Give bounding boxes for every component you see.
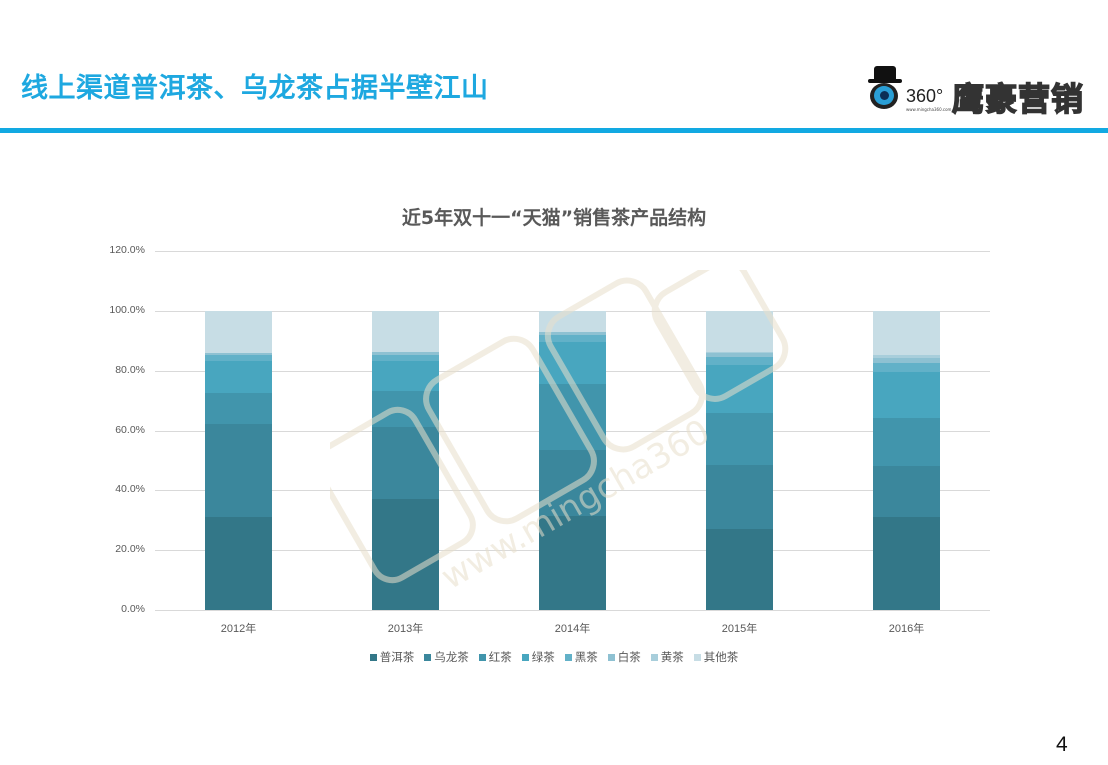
bar-segment-黑茶[interactable] <box>539 334 606 342</box>
gridline <box>155 251 990 252</box>
bar-segment-红茶[interactable] <box>873 417 940 466</box>
x-tick-label: 2013年 <box>387 623 424 635</box>
bar-2012年[interactable] <box>205 310 272 610</box>
legend-item[interactable]: 红茶 <box>478 649 512 665</box>
bar-segment-红茶[interactable] <box>706 413 773 465</box>
y-tick-label: 0.0% <box>121 603 145 615</box>
chart-plot-area <box>155 251 990 611</box>
legend-label: 绿茶 <box>531 650 555 664</box>
bar-segment-乌龙茶[interactable] <box>372 426 439 500</box>
chart-legend: 普洱茶 乌龙茶 红茶 绿茶 黑茶 白茶 黄茶 其他茶 <box>0 649 1108 665</box>
eye-pupil-icon <box>880 91 889 100</box>
legend-swatch-icon <box>693 653 701 661</box>
page-number: 4 <box>1056 733 1068 756</box>
legend-label: 乌龙茶 <box>434 650 469 664</box>
legend-swatch-icon <box>478 653 486 661</box>
x-tick-label: 2016年 <box>888 623 925 635</box>
bar-segment-其他茶[interactable] <box>372 310 439 353</box>
bar-segment-普洱茶[interactable] <box>873 516 940 610</box>
gridline <box>155 610 990 611</box>
bar-segment-绿茶[interactable] <box>372 360 439 392</box>
bar-segment-黑茶[interactable] <box>706 357 773 366</box>
legend-label: 黄茶 <box>660 650 684 664</box>
logo-url: www.mingcha360.com <box>906 107 952 112</box>
bar-segment-乌龙茶[interactable] <box>873 465 940 517</box>
bar-2013年[interactable] <box>372 310 439 610</box>
bar-segment-白茶[interactable] <box>873 358 940 363</box>
x-tick-label: 2014年 <box>554 623 591 635</box>
y-tick-label: 40.0% <box>115 483 145 496</box>
bar-segment-黑茶[interactable] <box>372 354 439 361</box>
legend-label: 红茶 <box>488 650 512 664</box>
bar-segment-白茶[interactable] <box>372 352 439 355</box>
legend-swatch-icon <box>650 653 658 661</box>
bar-2016年[interactable] <box>873 310 940 610</box>
y-tick-label: 80.0% <box>115 363 145 376</box>
bar-segment-绿茶[interactable] <box>873 371 940 418</box>
legend-label: 其他茶 <box>703 650 739 664</box>
legend-item[interactable]: 乌龙茶 <box>424 649 469 665</box>
bar-segment-黄茶[interactable] <box>873 354 940 359</box>
bar-segment-乌龙茶[interactable] <box>706 464 773 529</box>
legend-item[interactable]: 黄茶 <box>650 649 684 665</box>
bar-segment-绿茶[interactable] <box>539 341 606 384</box>
bar-segment-其他茶[interactable] <box>873 310 940 355</box>
legend-label: 白茶 <box>617 650 641 664</box>
bar-segment-普洱茶[interactable] <box>205 516 272 610</box>
legend-swatch-icon <box>369 653 377 661</box>
bar-segment-绿茶[interactable] <box>706 365 773 414</box>
y-tick-label: 60.0% <box>115 423 145 436</box>
y-tick-label: 100.0% <box>109 303 145 316</box>
legend-item[interactable]: 普洱茶 <box>369 649 415 665</box>
bar-2015年[interactable] <box>706 310 773 610</box>
legend-swatch-icon <box>607 653 615 661</box>
brand-logo: 360° www.mingcha360.com 鹰豪营销 <box>866 66 1098 119</box>
legend-swatch-icon <box>424 653 432 661</box>
bar-segment-乌龙茶[interactable] <box>205 423 272 517</box>
legend-label: 黑茶 <box>574 650 598 664</box>
bar-segment-普洱茶[interactable] <box>706 528 773 610</box>
bar-segment-普洱茶[interactable] <box>372 499 439 610</box>
chart-title: 近5年双十一“天猫”销售茶产品结构 <box>401 207 707 229</box>
bar-segment-其他茶[interactable] <box>539 310 606 332</box>
legend-item[interactable]: 绿茶 <box>521 649 555 665</box>
bar-segment-绿茶[interactable] <box>205 360 272 393</box>
legend-item[interactable]: 其他茶 <box>693 649 739 665</box>
bar-2014年[interactable] <box>539 310 606 610</box>
bar-segment-白茶[interactable] <box>205 353 272 355</box>
hat-brim-icon <box>868 79 902 83</box>
slide-title: 线上渠道普洱茶、乌龙茶占据半壁江山 <box>21 73 489 104</box>
bar-segment-红茶[interactable] <box>539 383 606 450</box>
legend-label: 普洱茶 <box>379 650 415 664</box>
top-hat-icon <box>874 66 896 80</box>
bar-segment-红茶[interactable] <box>372 391 439 427</box>
header-divider <box>0 128 1108 133</box>
bar-segment-其他茶[interactable] <box>706 310 773 352</box>
bar-segment-黑茶[interactable] <box>873 362 940 372</box>
legend-item[interactable]: 黑茶 <box>564 649 598 665</box>
logo-number: 360° <box>906 86 944 106</box>
bar-segment-其他茶[interactable] <box>205 310 272 354</box>
logo-brand-text: 鹰豪营销 <box>951 79 1085 119</box>
x-tick-label: 2015年 <box>721 623 758 635</box>
bar-segment-黑茶[interactable] <box>205 354 272 361</box>
x-tick-label: 2012年 <box>220 623 257 635</box>
legend-swatch-icon <box>564 653 572 661</box>
y-tick-label: 120.0% <box>109 244 145 256</box>
legend-item[interactable]: 白茶 <box>607 649 641 665</box>
legend-swatch-icon <box>521 653 529 661</box>
bar-segment-乌龙茶[interactable] <box>539 449 606 517</box>
y-tick-label: 20.0% <box>115 543 145 556</box>
bar-segment-红茶[interactable] <box>205 392 272 424</box>
bar-segment-普洱茶[interactable] <box>539 516 606 610</box>
